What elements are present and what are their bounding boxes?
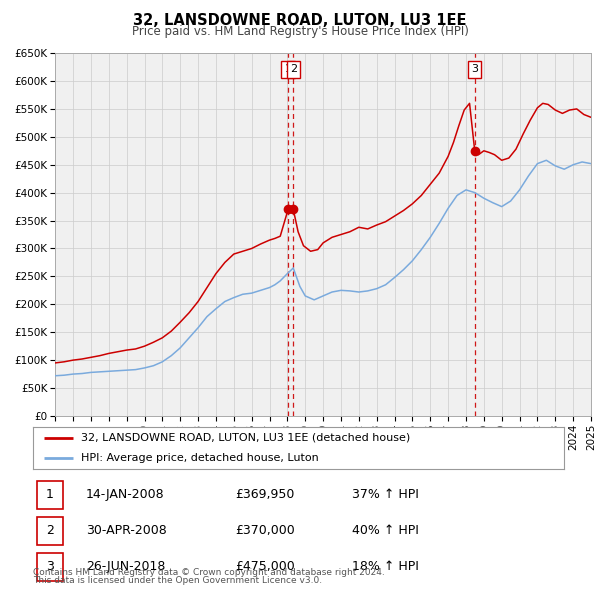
Text: 3: 3 bbox=[46, 560, 54, 573]
Text: 3: 3 bbox=[471, 64, 478, 74]
Text: HPI: Average price, detached house, Luton: HPI: Average price, detached house, Luto… bbox=[81, 453, 319, 463]
Text: 37% ↑ HPI: 37% ↑ HPI bbox=[352, 488, 418, 501]
Text: Contains HM Land Registry data © Crown copyright and database right 2024.: Contains HM Land Registry data © Crown c… bbox=[33, 568, 385, 577]
FancyBboxPatch shape bbox=[37, 481, 63, 509]
Text: 18% ↑ HPI: 18% ↑ HPI bbox=[352, 560, 418, 573]
Text: 26-JUN-2018: 26-JUN-2018 bbox=[86, 560, 166, 573]
Text: 30-APR-2008: 30-APR-2008 bbox=[86, 524, 167, 537]
Text: This data is licensed under the Open Government Licence v3.0.: This data is licensed under the Open Gov… bbox=[33, 576, 322, 585]
Text: 1: 1 bbox=[46, 488, 54, 501]
Text: £475,000: £475,000 bbox=[235, 560, 295, 573]
FancyBboxPatch shape bbox=[37, 517, 63, 545]
Text: 32, LANSDOWNE ROAD, LUTON, LU3 1EE (detached house): 32, LANSDOWNE ROAD, LUTON, LU3 1EE (deta… bbox=[81, 432, 410, 442]
Text: £370,000: £370,000 bbox=[235, 524, 295, 537]
Text: Price paid vs. HM Land Registry's House Price Index (HPI): Price paid vs. HM Land Registry's House … bbox=[131, 25, 469, 38]
Text: 14-JAN-2008: 14-JAN-2008 bbox=[86, 488, 165, 501]
Text: 32, LANSDOWNE ROAD, LUTON, LU3 1EE: 32, LANSDOWNE ROAD, LUTON, LU3 1EE bbox=[133, 13, 467, 28]
Text: 1: 1 bbox=[284, 64, 292, 74]
Text: 2: 2 bbox=[290, 64, 297, 74]
Text: £369,950: £369,950 bbox=[235, 488, 294, 501]
FancyBboxPatch shape bbox=[37, 553, 63, 581]
Text: 40% ↑ HPI: 40% ↑ HPI bbox=[352, 524, 418, 537]
Text: 2: 2 bbox=[46, 524, 54, 537]
